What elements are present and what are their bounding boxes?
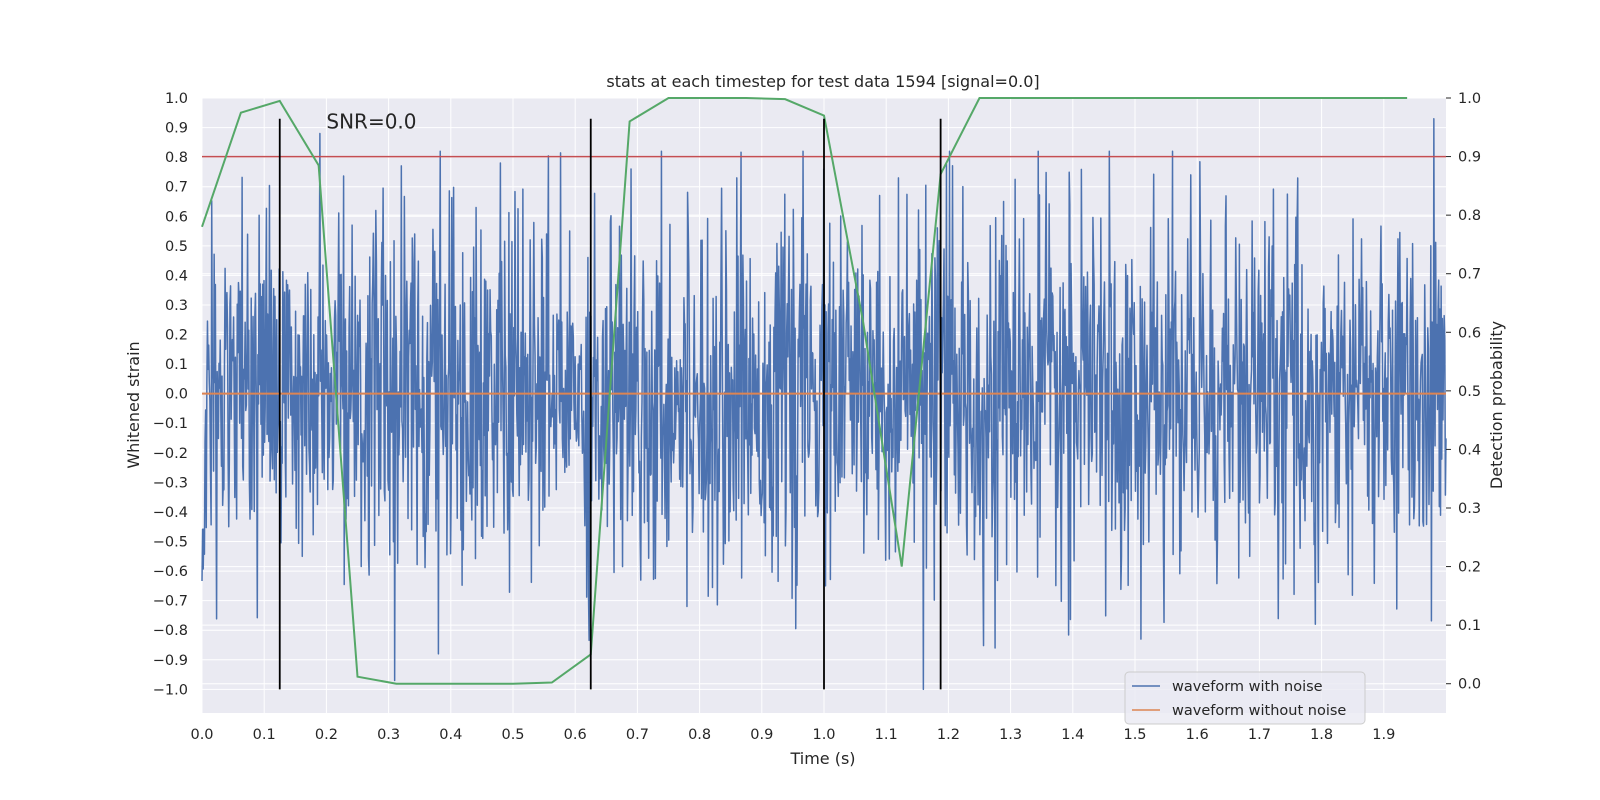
- legend-label-waveform-without-noise: waveform without noise: [1172, 703, 1346, 719]
- y2-tick-label-0-1: 0.1: [1458, 618, 1481, 634]
- y-tick-label-minus-1-0: −1.0: [153, 682, 188, 698]
- y-tick-label-0-0: 0.0: [165, 387, 188, 403]
- y-tick-label-0-9: 0.9: [165, 121, 188, 137]
- y-tick-label-0-8: 0.8: [165, 150, 188, 166]
- x-tick-label-0-3: 0.3: [377, 727, 400, 743]
- y-tick-label-minus-0-9: −0.9: [153, 653, 188, 669]
- y-tick-label-1-0: 1.0: [165, 91, 188, 107]
- x-tick-label-1-2: 1.2: [937, 727, 960, 743]
- y2-tick-label-0-3: 0.3: [1458, 501, 1481, 517]
- y2-tick-label-0-8: 0.8: [1458, 208, 1481, 224]
- legend: waveform with noise waveform without noi…: [1124, 671, 1366, 725]
- y-tick-label-0-6: 0.6: [165, 209, 188, 225]
- chart-title: stats at each timestep for test data 159…: [606, 72, 1039, 91]
- y2-axis-label: Detection probability: [1487, 321, 1506, 489]
- snr-annotation: SNR=0.0: [326, 110, 416, 134]
- y-tick-label-minus-0-2: −0.2: [153, 446, 188, 462]
- y-tick-label-minus-0-8: −0.8: [153, 623, 188, 639]
- x-tick-label-0-5: 0.5: [501, 727, 524, 743]
- y2-axis-ticks: 0.0 0.1 0.2 0.3 0.4 0.5 0.6 0.7 0.8 0.9 1.0: [1446, 91, 1481, 693]
- x-tick-label-0-9: 0.9: [750, 727, 773, 743]
- y-tick-label-0-2: 0.2: [165, 328, 188, 344]
- y2-tick-label-0-6: 0.6: [1458, 325, 1481, 341]
- y-tick-label-0-3: 0.3: [165, 298, 188, 314]
- x-tick-label-0-0: 0.0: [190, 727, 213, 743]
- y2-tick-label-0-5: 0.5: [1458, 384, 1481, 400]
- x-axis-ticks: 0.0 0.1 0.2 0.3 0.4 0.5 0.6 0.7 0.8 0.9 1.0 1.1 1.2 1…: [190, 727, 1395, 743]
- y2-tick-label-1-0: 1.0: [1458, 91, 1481, 107]
- x-tick-label-0-2: 0.2: [315, 727, 338, 743]
- x-tick-label-1-4: 1.4: [1061, 727, 1084, 743]
- y2-tick-label-0-2: 0.2: [1458, 560, 1481, 576]
- y-tick-label-minus-0-5: −0.5: [153, 535, 188, 551]
- x-tick-label-1-9: 1.9: [1372, 727, 1395, 743]
- y-tick-label-minus-0-7: −0.7: [153, 594, 188, 610]
- x-axis-label: Time (s): [789, 749, 855, 768]
- x-tick-label-0-1: 0.1: [253, 727, 276, 743]
- vertical-markers: [278, 118, 942, 690]
- y-tick-label-minus-0-3: −0.3: [153, 475, 188, 491]
- series-line-detection-probability: [201, 97, 1408, 685]
- y2-tick-label-0-4: 0.4: [1458, 442, 1481, 458]
- x-tick-label-1-7: 1.7: [1248, 727, 1271, 743]
- y-tick-label-minus-0-6: −0.6: [153, 564, 188, 580]
- y-axis-ticks: 1.0 0.9 0.8 0.7 0.6 0.5 0.4 0.3 0.2 0.1 0.0 −0.1 −0.…: [153, 91, 188, 698]
- x-tick-label-0-4: 0.4: [439, 727, 462, 743]
- legend-box: [1124, 671, 1366, 725]
- x-tick-label-0-7: 0.7: [626, 727, 649, 743]
- y-tick-label-minus-0-1: −0.1: [153, 416, 188, 432]
- y-axis-label: Whitened strain: [124, 341, 143, 468]
- x-tick-label-1-8: 1.8: [1310, 727, 1333, 743]
- x-tick-label-1-1: 1.1: [875, 727, 898, 743]
- y-tick-label-0-5: 0.5: [165, 239, 188, 255]
- x-tick-label-1-0: 1.0: [812, 727, 835, 743]
- y2-tick-label-0-7: 0.7: [1458, 267, 1481, 283]
- y-tick-label-0-7: 0.7: [165, 180, 188, 196]
- y2-tick-label-0-9: 0.9: [1458, 150, 1481, 166]
- x-tick-label-1-3: 1.3: [999, 727, 1022, 743]
- y-tick-label-0-1: 0.1: [165, 357, 188, 373]
- y2-tick-label-0-0: 0.0: [1458, 677, 1481, 693]
- y-tick-label-0-4: 0.4: [165, 268, 188, 284]
- x-tick-label-0-6: 0.6: [564, 727, 587, 743]
- legend-label-waveform-with-noise: waveform with noise: [1172, 679, 1323, 695]
- x-tick-label-1-6: 1.6: [1186, 727, 1209, 743]
- y-tick-label-minus-0-4: −0.4: [153, 505, 188, 521]
- x-tick-label-1-5: 1.5: [1123, 727, 1146, 743]
- x-tick-label-0-8: 0.8: [688, 727, 711, 743]
